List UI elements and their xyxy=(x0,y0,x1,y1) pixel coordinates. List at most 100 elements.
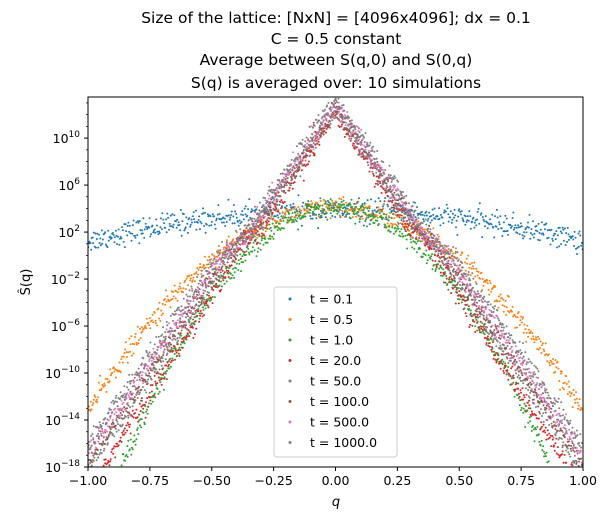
data-point xyxy=(262,221,265,224)
data-point xyxy=(307,208,310,211)
data-point xyxy=(495,345,498,348)
data-point xyxy=(184,321,187,324)
data-point xyxy=(290,206,293,209)
data-point xyxy=(192,211,195,214)
data-point xyxy=(134,236,137,239)
data-point xyxy=(363,207,366,209)
data-point xyxy=(258,209,261,212)
data-point xyxy=(363,144,366,147)
data-point xyxy=(406,228,409,231)
data-point xyxy=(179,310,182,313)
title-line-1: Size of the lattice: [NxN] = [4096x4096]… xyxy=(141,9,531,27)
data-point xyxy=(283,184,286,187)
data-point xyxy=(162,218,165,221)
data-point xyxy=(517,353,519,356)
data-point xyxy=(404,228,406,231)
data-point xyxy=(571,406,574,409)
data-point xyxy=(214,227,217,230)
data-point xyxy=(437,254,440,257)
data-point xyxy=(498,300,501,303)
data-point xyxy=(304,159,307,162)
data-point xyxy=(196,314,199,317)
data-point xyxy=(222,272,225,275)
data-point xyxy=(230,210,233,213)
data-point xyxy=(97,456,100,459)
data-point xyxy=(182,339,185,342)
data-point xyxy=(129,398,132,401)
data-point xyxy=(381,168,384,171)
data-point xyxy=(473,221,476,224)
data-point xyxy=(289,171,292,174)
data-point xyxy=(251,222,254,225)
data-point xyxy=(408,222,411,225)
data-point xyxy=(508,353,511,356)
data-point xyxy=(356,133,359,136)
data-point xyxy=(186,313,189,316)
data-point xyxy=(147,369,150,372)
data-point xyxy=(381,179,384,182)
data-point xyxy=(119,397,122,400)
data-point xyxy=(178,325,181,328)
data-point xyxy=(216,213,219,216)
data-point xyxy=(496,340,499,343)
data-point xyxy=(477,326,480,329)
data-point xyxy=(298,168,300,171)
data-point xyxy=(101,428,104,430)
data-point xyxy=(355,140,358,143)
data-point xyxy=(345,121,348,124)
data-point xyxy=(126,429,129,432)
data-point xyxy=(306,142,309,145)
data-point xyxy=(393,207,396,209)
data-point xyxy=(426,259,429,262)
data-point xyxy=(121,361,124,364)
data-point xyxy=(521,374,524,377)
data-point xyxy=(408,229,411,232)
data-point xyxy=(337,205,340,208)
data-point xyxy=(114,407,117,410)
data-point xyxy=(199,283,202,286)
data-point xyxy=(293,208,296,210)
data-point xyxy=(565,445,568,448)
data-point xyxy=(193,313,196,316)
data-point xyxy=(404,222,407,225)
data-point xyxy=(206,263,208,266)
data-point xyxy=(300,209,303,212)
data-point xyxy=(127,414,129,417)
data-point xyxy=(181,220,184,223)
data-point xyxy=(488,345,491,348)
data-point xyxy=(333,105,336,108)
data-point xyxy=(565,413,568,416)
data-point xyxy=(530,383,533,386)
data-point xyxy=(568,385,571,388)
data-point xyxy=(379,170,382,173)
data-point xyxy=(574,236,577,239)
data-point xyxy=(149,384,152,387)
data-point xyxy=(542,342,544,345)
data-point xyxy=(457,302,460,305)
data-point xyxy=(338,208,341,211)
data-point xyxy=(97,435,100,438)
data-point xyxy=(244,213,247,216)
data-point xyxy=(168,345,171,348)
data-point xyxy=(188,321,191,324)
data-point xyxy=(145,225,148,228)
data-point xyxy=(435,266,438,269)
data-point xyxy=(426,237,428,240)
data-point xyxy=(346,127,349,130)
data-point xyxy=(439,271,442,274)
data-point xyxy=(514,358,517,361)
data-point xyxy=(565,449,568,452)
data-point xyxy=(163,377,166,380)
data-point xyxy=(258,235,261,237)
data-point xyxy=(482,329,484,332)
data-point xyxy=(396,225,399,228)
data-point xyxy=(101,238,104,241)
data-point xyxy=(517,224,520,227)
data-point xyxy=(99,424,102,426)
data-point xyxy=(507,362,510,365)
data-point xyxy=(152,231,155,234)
data-point xyxy=(483,220,486,223)
data-point xyxy=(537,238,540,241)
data-point xyxy=(103,442,106,445)
data-point xyxy=(483,333,486,336)
